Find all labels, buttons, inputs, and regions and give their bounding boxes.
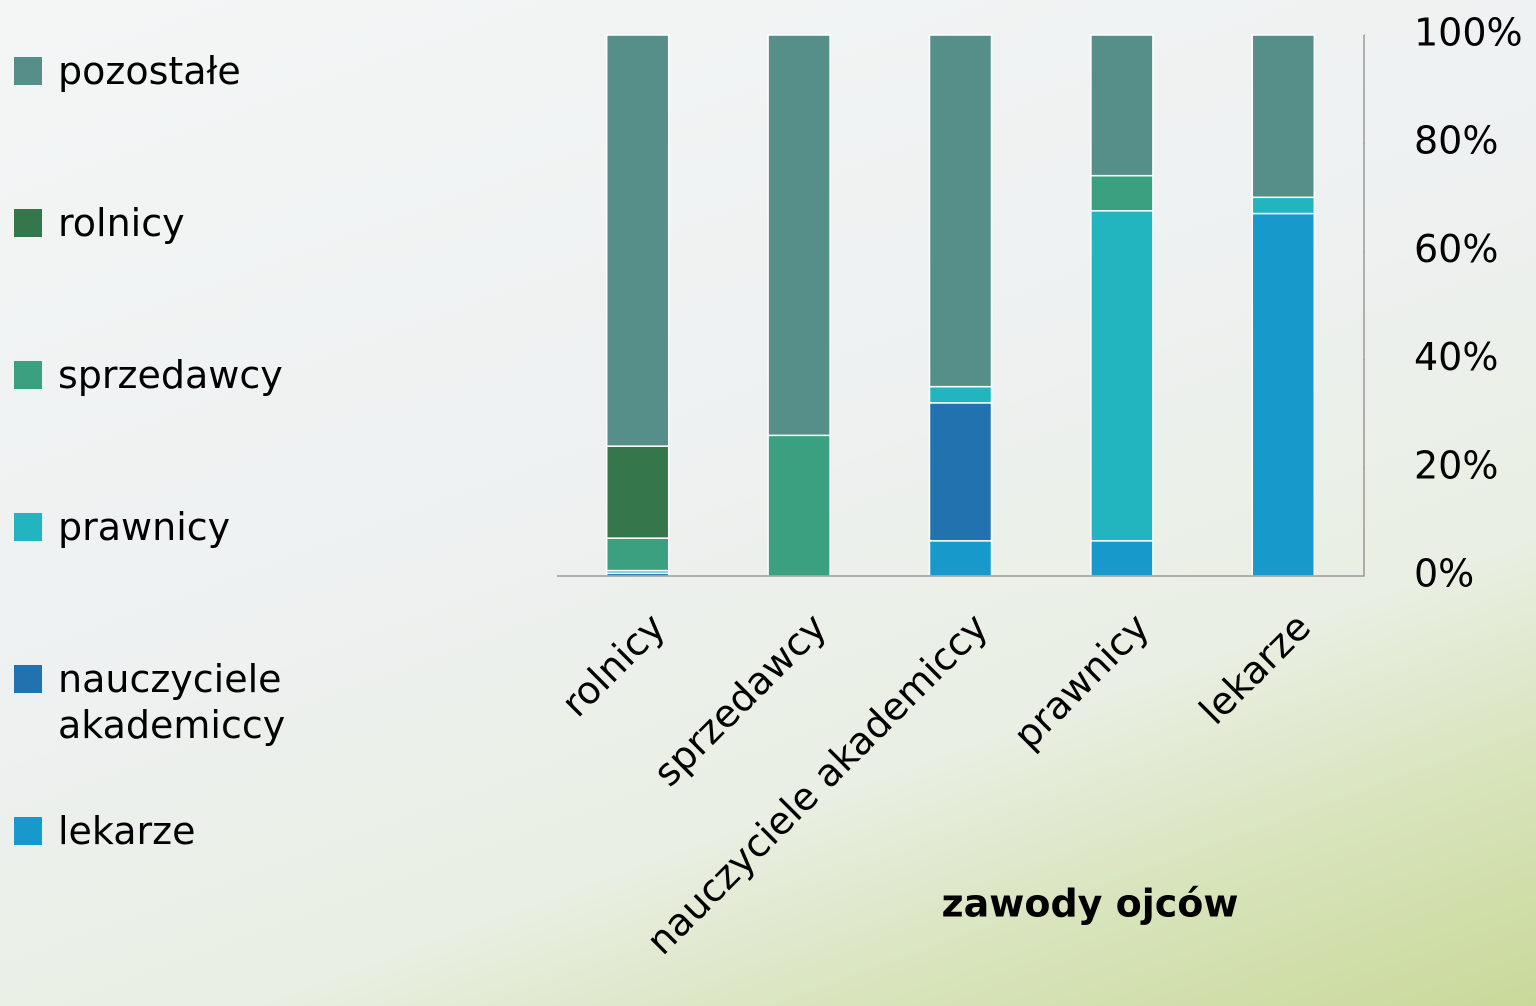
x-tick-label: lekarze <box>1191 605 1319 733</box>
bar-segment <box>928 402 993 542</box>
bar-segment <box>1251 34 1316 199</box>
y-tick-label: 100% <box>1414 11 1523 55</box>
y-tick-label: 40% <box>1414 335 1498 379</box>
legend-label: prawnicy <box>58 505 231 549</box>
bar-segment <box>928 34 993 388</box>
legend-label: pozostałe <box>58 49 241 93</box>
y-tick-label: 0% <box>1414 552 1474 596</box>
legend-swatch <box>14 361 42 389</box>
bar-segment <box>1090 540 1154 577</box>
bar-segment <box>1090 34 1154 177</box>
y-tick-label: 20% <box>1414 443 1498 487</box>
legend-swatch <box>14 209 42 237</box>
bar-segment <box>1090 210 1154 542</box>
legend-swatch <box>14 513 42 541</box>
legend-label: rolnicy <box>58 201 185 245</box>
legend-entry: prawnicy <box>14 504 334 550</box>
bar-segment <box>928 540 993 577</box>
legend-entry: rolnicy <box>14 200 334 246</box>
legend-swatch <box>14 665 42 693</box>
bar-segment <box>928 385 993 404</box>
bar-segment <box>767 34 831 437</box>
legend-swatch <box>14 817 42 845</box>
bar-segment <box>1251 212 1316 577</box>
x-tick-label: prawnicy <box>1005 605 1158 758</box>
y-tick-label: 60% <box>1414 227 1498 271</box>
legend-entry: sprzedawcy <box>14 352 334 398</box>
bar-segment <box>1090 174 1154 212</box>
bar-segment <box>605 445 670 539</box>
legend-entry: pozostałe <box>14 48 334 94</box>
legend-entry: lekarze <box>14 808 334 854</box>
bar-segment <box>767 434 831 577</box>
legend-label: lekarze <box>58 809 196 853</box>
legend-swatch <box>14 57 42 85</box>
legend-label: sprzedawcy <box>58 353 283 397</box>
legend-entry: nauczyciele akademiccy <box>14 656 334 748</box>
bar-segment <box>605 537 670 572</box>
bar-segment <box>605 34 670 447</box>
legend-label: nauczyciele akademiccy <box>58 657 286 747</box>
x-tick-label: rolnicy <box>553 605 674 726</box>
bar-segment <box>1251 196 1316 215</box>
y-tick-label: 80% <box>1414 119 1498 163</box>
x-axis-label: zawody ojców <box>941 882 1238 926</box>
